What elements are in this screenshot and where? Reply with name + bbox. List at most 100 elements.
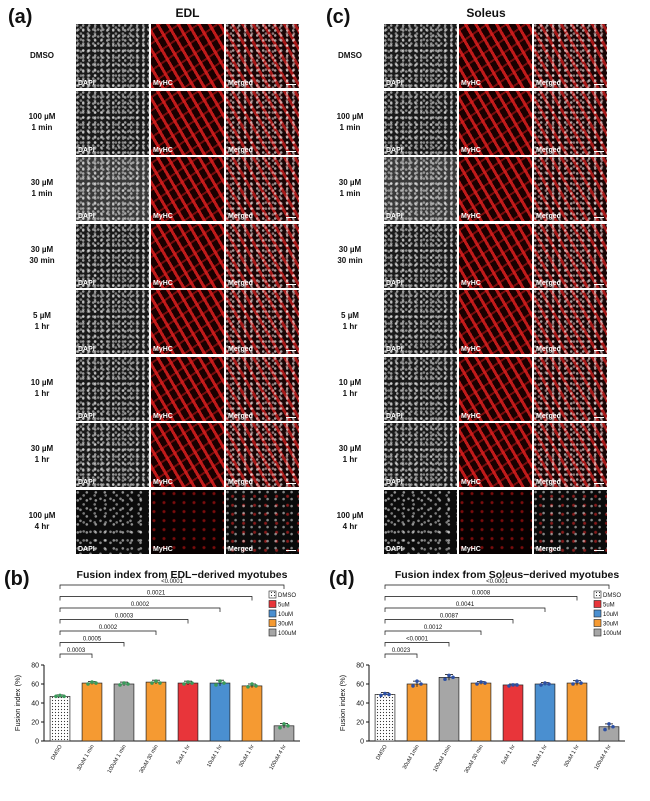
p-value-label: 0.0023 <box>392 648 411 654</box>
dapi-image: DAPI <box>384 90 457 155</box>
legend-label: 30uM <box>603 622 618 628</box>
data-point <box>282 722 286 726</box>
soleus-fusion-index-chart: (d) Fusion index from Soleus−derived myot… <box>329 568 625 775</box>
channel-label: Merged <box>228 279 253 287</box>
channel-label: Merged <box>536 80 561 87</box>
channel-label: Merged <box>228 479 253 486</box>
channel-label: Merged <box>228 213 253 220</box>
row-label: 5 µM 1 hr <box>33 311 51 331</box>
channel-label: Merged <box>228 80 253 87</box>
merged-image: Merged <box>226 24 299 88</box>
panel-label: (d) <box>329 568 355 590</box>
x-tick-label: 100uM 4 hr <box>269 744 288 771</box>
scale-bar <box>286 483 296 484</box>
p-value-label: 0.0003 <box>67 648 86 654</box>
data-point <box>218 679 222 683</box>
data-point <box>571 682 575 686</box>
p-value-label: 0.0005 <box>83 637 102 643</box>
bar <box>534 683 556 742</box>
panel-label: (b) <box>4 568 30 590</box>
significance-bracket <box>59 619 189 624</box>
legend-swatch <box>268 628 277 637</box>
merged-image: Merged <box>226 157 299 221</box>
scale-bar <box>286 150 296 152</box>
significance-bracket <box>384 607 546 612</box>
channel-label: Merged <box>536 412 561 420</box>
legend-swatch <box>268 600 277 608</box>
myhc-image: MyHC <box>459 223 532 288</box>
y-axis-label: Fusion index (%) <box>338 674 347 731</box>
data-point <box>222 681 226 685</box>
channel-label: DAPI <box>386 545 403 553</box>
data-point <box>158 681 162 685</box>
myhc-image: MyHC <box>151 24 224 88</box>
p-value-label: 0.0003 <box>115 614 134 620</box>
data-point <box>515 683 519 687</box>
panel-title-soleus: Soleus <box>466 6 506 20</box>
merged-image: Merged <box>226 423 299 487</box>
x-tick-label: 100uM 1 min <box>107 744 128 775</box>
soleus-row: 30 µM 1 hr DAPI MyHC Merged <box>318 423 608 487</box>
channel-label: DAPI <box>78 479 95 486</box>
data-point <box>575 679 579 683</box>
channel-label: Merged <box>536 545 561 553</box>
channel-label: MyHC <box>461 412 481 420</box>
legend-label: 5uM <box>278 603 290 609</box>
myhc-image: MyHC <box>459 290 532 354</box>
row-label: 100 µM 4 hr <box>336 510 364 531</box>
merged-image: Merged <box>534 24 607 88</box>
scale-bar <box>594 549 604 551</box>
dapi-image: DAPI <box>76 90 149 155</box>
row-label: DMSO <box>30 51 54 60</box>
legend-label: DMSO <box>603 593 621 599</box>
data-point <box>182 682 186 686</box>
x-tick-label: 30uM 1 hr <box>563 744 581 769</box>
panel-label-c: (c) <box>326 6 351 28</box>
data-point <box>214 683 218 687</box>
scale-bar <box>286 283 296 285</box>
channel-label: MyHC <box>461 80 481 87</box>
data-point <box>603 727 607 732</box>
row-label: DMSO <box>338 51 362 60</box>
scale-bar <box>594 350 604 351</box>
legend-swatch <box>268 609 277 618</box>
chart-title: Fusion index from Soleus−derived myotube… <box>395 569 620 581</box>
data-point <box>54 694 58 699</box>
merged-image: Merged <box>534 356 607 421</box>
channel-label: DAPI <box>386 279 403 287</box>
panel-title-edl: EDL <box>175 6 200 20</box>
significance-bracket <box>59 653 93 658</box>
myhc-image: MyHC <box>459 157 532 221</box>
row-label: 30 µM 1 hr <box>338 444 362 464</box>
merged-image: Merged <box>534 223 607 288</box>
channel-label: DAPI <box>386 479 403 486</box>
channel-label: MyHC <box>461 545 481 553</box>
bar <box>49 696 71 742</box>
channel-label: MyHC <box>461 146 481 154</box>
myhc-image: MyHC <box>459 423 532 487</box>
significance-bracket <box>384 630 482 635</box>
merged-image: Merged <box>534 423 607 487</box>
x-tick-label: 30uM 1 min <box>76 744 96 772</box>
merged-image: Merged <box>226 356 299 421</box>
p-value-label: 0.0021 <box>147 591 166 597</box>
scale-bar <box>286 217 296 218</box>
data-point <box>451 675 455 680</box>
edl-row: 30 µM 30 min DAPI MyHC Merged <box>10 223 300 288</box>
legend-label: 100uM <box>603 631 621 637</box>
x-tick-label: 10uM 1 hr <box>206 744 224 769</box>
merged-image: Merged <box>534 489 607 554</box>
channel-label: MyHC <box>153 412 173 420</box>
data-point <box>250 682 254 686</box>
data-point <box>254 684 258 688</box>
bar <box>241 685 263 742</box>
significance-bracket <box>59 607 221 612</box>
channel-label: DAPI <box>386 80 403 87</box>
y-tick-label: 0 <box>360 739 364 746</box>
significance-bracket <box>59 630 157 635</box>
y-tick-label: 40 <box>356 701 364 708</box>
data-point <box>186 680 190 684</box>
scale-bar <box>594 483 604 484</box>
y-tick-label: 60 <box>31 682 39 689</box>
scale-bar <box>594 283 604 285</box>
